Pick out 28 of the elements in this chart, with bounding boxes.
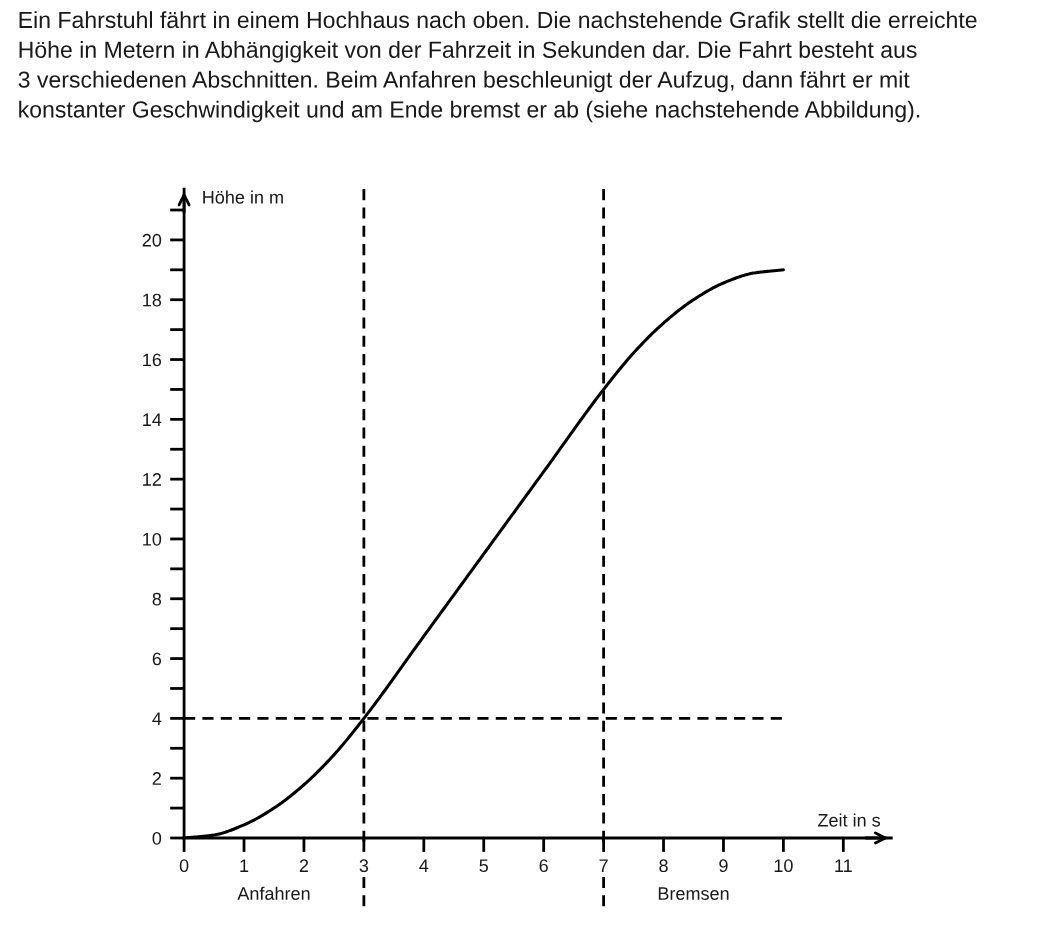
y-tick-label: 20 — [142, 233, 162, 247]
text: Bremsen — [658, 887, 729, 900]
text: Anfahren — [237, 886, 310, 900]
x-tick-label: 5 — [479, 859, 489, 873]
x-tick-label: 7 — [599, 859, 608, 872]
y-tick-label: 10 — [143, 532, 162, 546]
y-tick-label: 12 — [143, 473, 161, 486]
x-tick-label: 10 — [774, 859, 793, 873]
x-tick-label: 4 — [419, 859, 429, 872]
x-tick-label: 0 — [179, 859, 189, 873]
y-tick-label: 0 — [152, 831, 162, 845]
x-tick-label: 9 — [719, 859, 728, 873]
x-tick-label: 6 — [539, 859, 548, 873]
y-tick-label: 18 — [143, 293, 162, 307]
y-tick-label: 4 — [152, 712, 162, 725]
y-tick-label: 8 — [152, 592, 162, 606]
x-tick-label: 1 — [240, 859, 249, 872]
y-tick-label: 14 — [143, 413, 162, 426]
x-tick-label: 8 — [659, 859, 668, 873]
y-tick-label: 16 — [143, 353, 162, 367]
x-tick-label: 3 — [359, 859, 369, 873]
y-axis-title: Höhe in m — [203, 190, 283, 204]
y-tick-label: 6 — [152, 652, 162, 666]
chart-title: Ein Fahrstuhl fährt in einem Hochhaus nach oben. Die nachstehende Grafik stellt die erreichte Höhe in Metern in Abhängigkeit von der Fahrzeit in Sekunden dar. Die Fahrt besteht aus 3 verschiedenen Abschnitten. Beim Anfahren beschleunigt der Aufzug, dann fährt er mit konstanter Geschwindigkeit und am Ende bremst er ab (siehe nachstehende Abbildung). — [18, 11, 977, 123]
x-tick-label: 11 — [835, 859, 852, 872]
x-axis-title: Zeit in s — [818, 813, 881, 827]
x-tick-label: 2 — [299, 859, 309, 872]
y-tick-label: 2 — [152, 772, 161, 785]
